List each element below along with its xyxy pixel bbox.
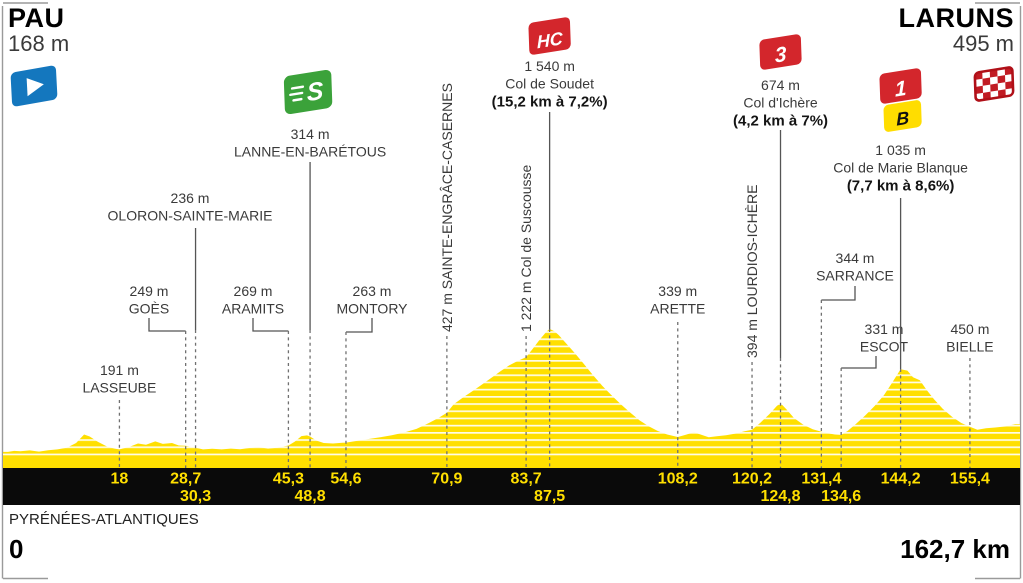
category-1-flag-icon: 1	[879, 68, 922, 104]
hc-category-flag-icon: HC	[528, 17, 571, 55]
waypoint-label: 314 m LANNE-EN-BARÉTOUS	[234, 126, 386, 160]
km-tick-label: 87,5	[534, 488, 565, 505]
finish-name: LARUNS	[898, 3, 1014, 33]
km-tick-label: 108,2	[658, 471, 698, 488]
km-tick-label: 18	[111, 471, 129, 488]
waypoint-elbow-line	[148, 318, 186, 332]
km-tick-label: 83,7	[511, 471, 542, 488]
svg-text:HC: HC	[537, 28, 564, 52]
svg-text:B: B	[896, 108, 910, 130]
waypoint-label: 1 540 m Col de Soudet (15,2 km à 7,2%)	[492, 58, 608, 111]
finish-header: LARUNS 495 m	[899, 4, 1015, 57]
waypoint-elbow-line	[841, 356, 877, 369]
start-km-label: 0	[9, 534, 24, 564]
start-elevation: 168 m	[8, 31, 70, 57]
km-tick-label: 155,4	[950, 471, 990, 488]
waypoint-label: 263 m MONTORY	[336, 283, 408, 317]
km-tick-label: 124,8	[760, 488, 800, 505]
region-label: PYRÉNÉES-ATLANTIQUES	[9, 511, 199, 528]
waypoint-label: 249 m GOÈS	[129, 283, 169, 317]
start-header: PAU 168 m	[8, 4, 69, 57]
svg-text:S: S	[306, 77, 324, 108]
total-distance-label: 162,7 km	[900, 534, 1010, 564]
svg-text:3: 3	[774, 43, 787, 68]
km-tick-label: 134,6	[821, 488, 861, 505]
km-tick-label: 54,6	[330, 471, 361, 488]
waypoint-label: 236 m OLORON-SAINTE-MARIE	[108, 190, 273, 224]
waypoint-label: 674 m Col d'Ichère (4,2 km à 7%)	[733, 77, 828, 130]
waypoint-label: 1 035 m Col de Marie Blanque (7,7 km à 8,6…	[833, 142, 968, 195]
km-tick-label: 120,2	[732, 471, 772, 488]
waypoint-elbow-line	[345, 318, 373, 333]
distance-bar	[3, 468, 1020, 505]
waypoint-label: 269 m ARAMITS	[222, 283, 284, 317]
km-tick-label: 131,4	[801, 471, 841, 488]
finish-elevation: 495 m	[952, 31, 1014, 57]
km-tick-label: 30,3	[180, 488, 211, 505]
finish-flag-icon	[973, 66, 1015, 102]
waypoint-label: 344 m SARRANCE	[816, 250, 894, 284]
waypoint-elbow-line	[252, 318, 289, 332]
km-tick-label: 70,9	[431, 471, 462, 488]
sprint-flag-icon: S	[283, 69, 333, 115]
km-tick-label: 144,2	[881, 471, 921, 488]
waypoint-label: 331 m ESCOT	[860, 321, 909, 355]
waypoint-label: 1 222 m Col de Suscousse	[518, 164, 534, 332]
waypoint-label: 394 m LOURDIOS-ICHÈRE	[744, 185, 760, 358]
waypoint-label: 450 m BIELLE	[946, 321, 993, 355]
km-tick-label: 48,8	[295, 488, 326, 505]
waypoint-elbow-line	[821, 286, 856, 301]
category-3-flag-icon: 3	[759, 34, 802, 70]
start-flag-icon	[10, 65, 58, 107]
waypoint-label: 427 m SAINTE-ENGRÂCE-CASERNES	[439, 83, 455, 332]
start-name: PAU	[8, 3, 65, 33]
waypoint-label: 339 m ARETTE	[650, 283, 705, 317]
bonus-b-flag-icon: B	[883, 100, 922, 132]
km-tick-label: 45,3	[273, 471, 304, 488]
svg-text:1: 1	[895, 77, 907, 102]
elevation-profile-area	[3, 328, 1020, 468]
waypoint-label: 191 m LASSEUBE	[82, 362, 156, 396]
km-tick-label: 28,7	[170, 471, 201, 488]
